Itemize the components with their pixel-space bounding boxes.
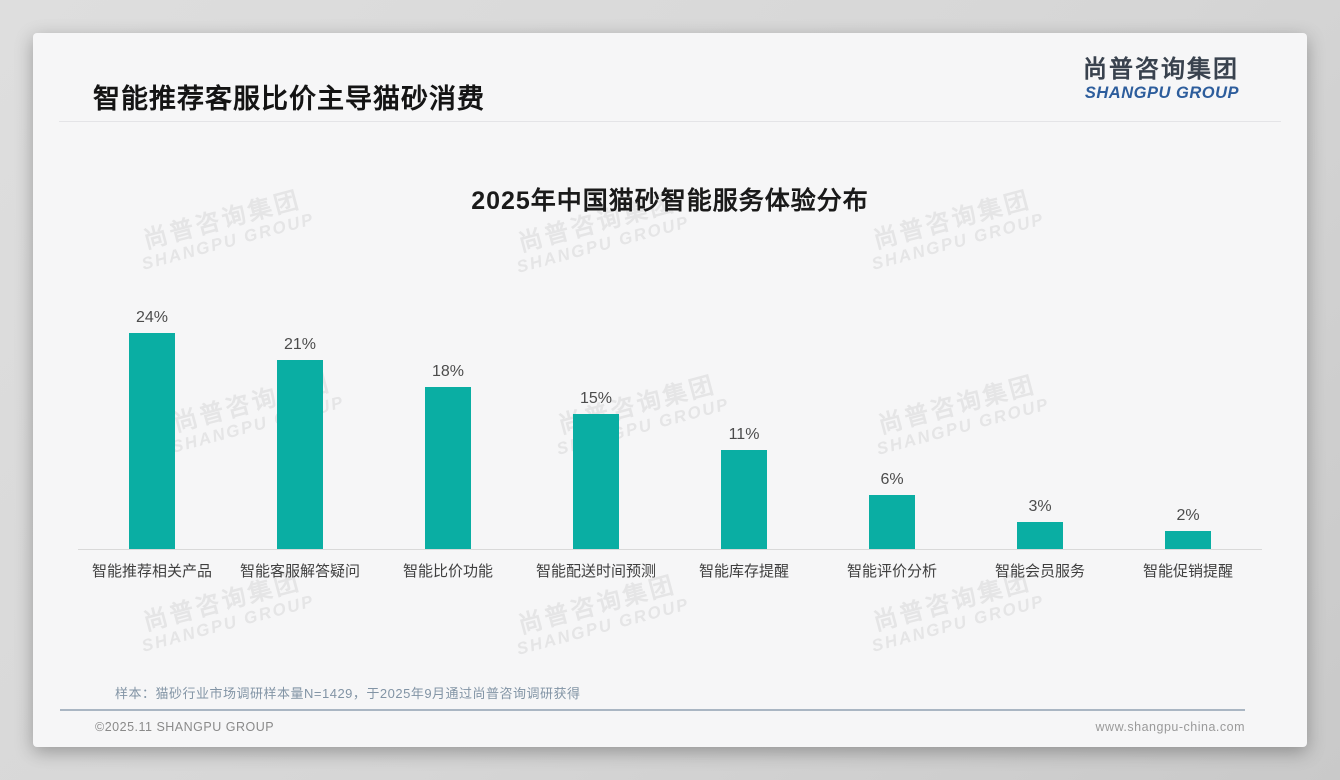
x-axis-category-label: 智能客服解答疑问 bbox=[239, 563, 360, 580]
chart-bar bbox=[129, 333, 175, 549]
x-axis-line bbox=[78, 549, 1262, 550]
bar-value-label: 3% bbox=[1028, 498, 1052, 515]
bar-value-label: 11% bbox=[728, 426, 760, 443]
bar-value-label: 6% bbox=[880, 471, 904, 488]
website-url: www.shangpu-china.com bbox=[1095, 720, 1245, 734]
watermark-english-text: SHANGPU GROUP bbox=[869, 591, 1047, 657]
chart-bar bbox=[425, 387, 471, 549]
bar-column: 24% bbox=[78, 299, 226, 549]
footer-divider bbox=[60, 709, 1245, 711]
x-axis-category-label: 智能促销提醒 bbox=[1142, 563, 1233, 580]
report-slide: 尚普咨询集团 SHANGPU GROUP 尚普咨询集团 SHANGPU GROUP 尚普… bbox=[33, 33, 1307, 747]
x-axis-category-label: 智能比价功能 bbox=[402, 563, 493, 580]
bar-column: 15% bbox=[522, 299, 670, 549]
bar-column: 18% bbox=[374, 299, 522, 549]
x-axis-category-label: 智能库存提醒 bbox=[698, 563, 789, 580]
chart-bar bbox=[721, 450, 767, 549]
company-logo: 尚普咨询集团 SHANGPU GROUP bbox=[1083, 56, 1239, 102]
x-axis-category-label: 智能配送时间预测 bbox=[535, 563, 656, 580]
bar-column: 11% bbox=[670, 299, 818, 549]
watermark-english-text: SHANGPU GROUP bbox=[514, 212, 692, 278]
bar-column: 21% bbox=[226, 299, 374, 549]
bar-value-label: 21% bbox=[283, 336, 317, 353]
bar-value-label: 2% bbox=[1176, 507, 1200, 524]
title-divider bbox=[59, 121, 1281, 122]
bar-column: 2% bbox=[1114, 299, 1262, 549]
chart-bar bbox=[277, 360, 323, 549]
chart-bar bbox=[1017, 522, 1063, 549]
x-axis-category-label: 智能推荐相关产品 bbox=[91, 563, 212, 580]
chart-bar bbox=[573, 414, 619, 549]
bar-value-label: 15% bbox=[579, 390, 613, 407]
copyright-text: ©2025.11 SHANGPU GROUP bbox=[95, 720, 275, 734]
sample-footnote: 样本：猫砂行业市场调研样本量N=1429，于2025年9月通过尚普咨询调研获得 bbox=[115, 686, 581, 701]
watermark-english-text: SHANGPU GROUP bbox=[514, 594, 692, 660]
bar-column: 3% bbox=[966, 299, 1114, 549]
chart-title: 2025年中国猫砂智能服务体验分布 bbox=[471, 187, 869, 215]
watermark-english-text: SHANGPU GROUP bbox=[139, 591, 317, 657]
chart-bar bbox=[1165, 531, 1211, 549]
x-axis-labels: 智能推荐相关产品 智能客服解答疑问 智能比价功能 智能配送时间预测 智能库存提醒 智能评价… bbox=[78, 560, 1262, 581]
page-title: 智能推荐客服比价主导猫砂消费 bbox=[93, 84, 485, 114]
bar-value-label: 18% bbox=[431, 363, 465, 380]
x-axis-category-label: 智能评价分析 bbox=[846, 563, 937, 580]
logo-chinese-name: 尚普咨询集团 bbox=[1083, 56, 1239, 83]
bar-chart-plot-area: 24% 21% 18% 15% 11% 6% 3% 2% bbox=[78, 299, 1262, 549]
chart-bar bbox=[869, 495, 915, 549]
bar-column: 6% bbox=[818, 299, 966, 549]
x-axis-category-label: 智能会员服务 bbox=[994, 563, 1085, 580]
bar-value-label: 24% bbox=[135, 309, 169, 326]
logo-english-name: SHANGPU GROUP bbox=[1084, 83, 1239, 102]
